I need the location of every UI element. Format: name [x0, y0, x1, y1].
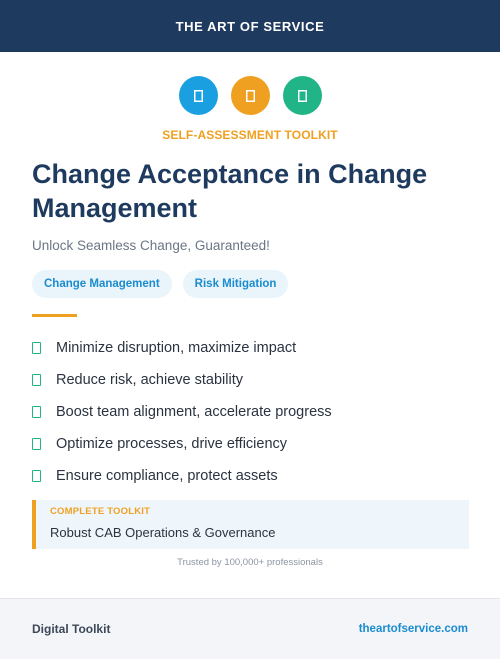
check-icon [32, 406, 41, 418]
tag-risk-mitigation: Risk Mitigation [182, 270, 289, 298]
list-item: Ensure compliance, protect assets [32, 460, 472, 492]
list-item: Minimize disruption, maximize impact [32, 332, 472, 364]
callout-text: Robust CAB Operations & Governance [50, 525, 276, 540]
feature-text: Boost team alignment, accelerate progres… [56, 404, 332, 420]
feature-text: Minimize disruption, maximize impact [56, 340, 297, 356]
subtitle: Unlock Seamless Change, Guaranteed! [32, 238, 270, 253]
list-item: Reduce risk, achieve stability [32, 364, 472, 396]
check-icon [32, 374, 41, 386]
footer-label: Digital Toolkit [32, 622, 111, 636]
page-title: Change Acceptance in Change Management [32, 159, 428, 223]
tool-icon [193, 89, 203, 102]
brand-name: THE ART OF SERVICE [175, 18, 325, 34]
feature-text: Optimize processes, drive efficiency [56, 436, 288, 452]
check-icon [32, 470, 41, 482]
tool-icon [245, 89, 255, 102]
icon-badge-green [282, 76, 322, 115]
feature-text: Reduce risk, achieve stability [56, 372, 243, 388]
feature-list: Minimize disruption, maximize impact Red… [32, 332, 472, 492]
feature-text: Ensure compliance, protect assets [56, 468, 278, 484]
list-item: Optimize processes, drive efficiency [32, 428, 472, 460]
website-link[interactable]: theartofservice.com [358, 623, 468, 635]
check-icon [32, 438, 41, 450]
accent-divider [32, 314, 77, 317]
icon-badge-blue [178, 76, 218, 115]
icon-badge-orange [230, 76, 270, 115]
tool-icon [297, 89, 307, 102]
toolkit-callout: COMPLETE TOOLKIT Robust CAB Operations &… [32, 500, 469, 549]
header-bar: THE ART OF SERVICE [0, 0, 500, 52]
check-icon [32, 342, 41, 354]
list-item: Boost team alignment, accelerate progres… [32, 396, 472, 428]
kicker-label: SELF-ASSESSMENT TOOLKIT [162, 128, 338, 142]
icon-row [0, 76, 500, 115]
trust-note: Trusted by 100,000+ professionals [177, 557, 323, 568]
footer: Digital Toolkit theartofservice.com [0, 598, 500, 659]
callout-label: COMPLETE TOOLKIT [50, 506, 151, 517]
tag-list: Change Management Risk Mitigation [32, 270, 289, 298]
tag-change-management: Change Management [32, 270, 172, 298]
